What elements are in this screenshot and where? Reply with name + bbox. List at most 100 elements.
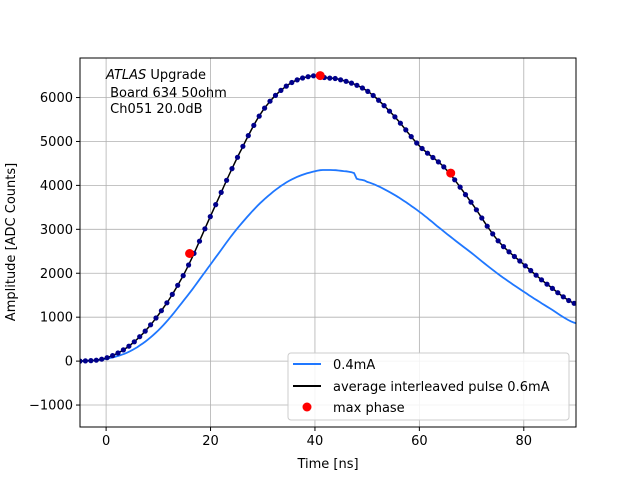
average-marker — [348, 80, 355, 86]
average-marker — [126, 343, 132, 349]
average-marker — [175, 282, 181, 288]
average-marker — [224, 177, 230, 183]
svg-text:ATLAS Upgrade: ATLAS Upgrade — [105, 68, 206, 83]
average-marker — [305, 74, 311, 80]
average-marker — [376, 97, 382, 103]
average-marker — [207, 214, 213, 220]
average-marker — [414, 140, 420, 146]
average-marker — [164, 300, 170, 306]
average-marker — [555, 290, 561, 296]
average-marker — [544, 281, 550, 287]
average-marker — [490, 231, 496, 237]
average-marker — [397, 120, 403, 126]
average-marker — [158, 308, 164, 314]
average-marker — [495, 238, 501, 244]
average-marker — [80, 358, 83, 364]
average-marker — [430, 154, 436, 161]
average-marker — [142, 328, 148, 334]
average-marker — [229, 166, 235, 172]
average-marker — [137, 334, 143, 340]
y-tick-label: 0 — [65, 355, 73, 370]
average-marker — [479, 215, 485, 221]
x-tick-label: 80 — [516, 434, 533, 449]
average-marker — [283, 83, 289, 89]
average-marker — [131, 339, 137, 345]
average-marker — [289, 79, 295, 86]
average-marker — [386, 108, 393, 114]
average-marker — [300, 75, 306, 81]
average-marker — [408, 134, 414, 140]
average-marker — [528, 267, 534, 274]
average-marker — [365, 88, 371, 94]
average-marker — [169, 291, 175, 297]
average-marker — [571, 300, 576, 306]
average-marker — [522, 263, 528, 269]
average-marker — [359, 85, 365, 91]
average-marker — [278, 87, 284, 93]
average-marker — [104, 355, 110, 361]
series-group — [80, 71, 576, 364]
y-tick-label: 6000 — [40, 91, 73, 106]
average-marker — [381, 103, 387, 109]
legend-label-max-phase: max phase — [333, 401, 405, 416]
y-tick-label: −1000 — [29, 399, 73, 414]
average-marker — [115, 350, 121, 356]
average-marker — [452, 177, 458, 183]
average-marker — [218, 189, 224, 195]
average-marker — [267, 98, 273, 104]
x-tick-label: 20 — [202, 434, 219, 449]
average-marker — [441, 164, 447, 170]
average-marker — [196, 238, 203, 244]
average-marker — [473, 207, 479, 213]
average-marker — [213, 202, 219, 208]
average-marker — [120, 347, 126, 353]
plot-frame — [79, 57, 577, 428]
average-marker — [354, 82, 360, 88]
average-marker — [538, 277, 545, 283]
atlas-annotation: ATLAS Upgrade Board 634 50ohm Ch051 20.0… — [105, 68, 227, 117]
average-marker — [148, 322, 154, 328]
average-marker — [506, 249, 512, 255]
legend-swatch-max-phase — [302, 402, 312, 412]
average-marker — [511, 253, 517, 260]
average-marker — [468, 199, 474, 205]
axis-ticks: 0 20 40 60 80 −1000 0 1000 2000 3000 4000 5000 6000 — [29, 91, 532, 449]
y-axis-label: Amplitude [ADC Counts] — [4, 163, 19, 321]
average-marker — [262, 105, 268, 111]
series-line-04mA — [80, 169, 576, 362]
average-marker — [457, 184, 463, 190]
average-marker — [202, 226, 208, 232]
average-marker — [343, 78, 349, 84]
legend-label-average: average interleaved pulse 0.6mA — [333, 380, 550, 395]
average-marker — [110, 353, 116, 359]
average-marker — [294, 77, 300, 83]
average-marker — [392, 114, 398, 120]
average-marker — [424, 150, 431, 156]
average-marker — [310, 73, 317, 79]
max-phase-marker — [185, 249, 195, 258]
average-marker — [153, 315, 159, 321]
plot-series — [80, 71, 576, 364]
average-marker — [560, 294, 566, 300]
y-tick-label: 3000 — [40, 223, 73, 238]
x-axis-label: Time [ns] — [296, 457, 358, 472]
average-marker — [484, 223, 490, 229]
average-marker — [533, 272, 539, 278]
average-marker — [500, 244, 507, 250]
legend-box — [287, 352, 570, 421]
y-tick-label: 1000 — [40, 311, 73, 326]
upgrade-label: Upgrade — [146, 68, 206, 83]
y-tick-label: 5000 — [40, 135, 73, 150]
average-marker — [251, 122, 257, 128]
x-tick-label: 60 — [411, 434, 428, 449]
average-marker — [186, 262, 192, 268]
average-marker — [180, 273, 186, 279]
average-marker — [240, 143, 246, 149]
legend-label-04mA: 0.4mA — [333, 358, 375, 373]
max-phase-marker — [315, 71, 325, 81]
average-marker — [370, 92, 376, 99]
board-label: Board 634 50ohm — [106, 86, 227, 101]
average-marker — [419, 145, 425, 152]
average-marker — [256, 113, 262, 119]
